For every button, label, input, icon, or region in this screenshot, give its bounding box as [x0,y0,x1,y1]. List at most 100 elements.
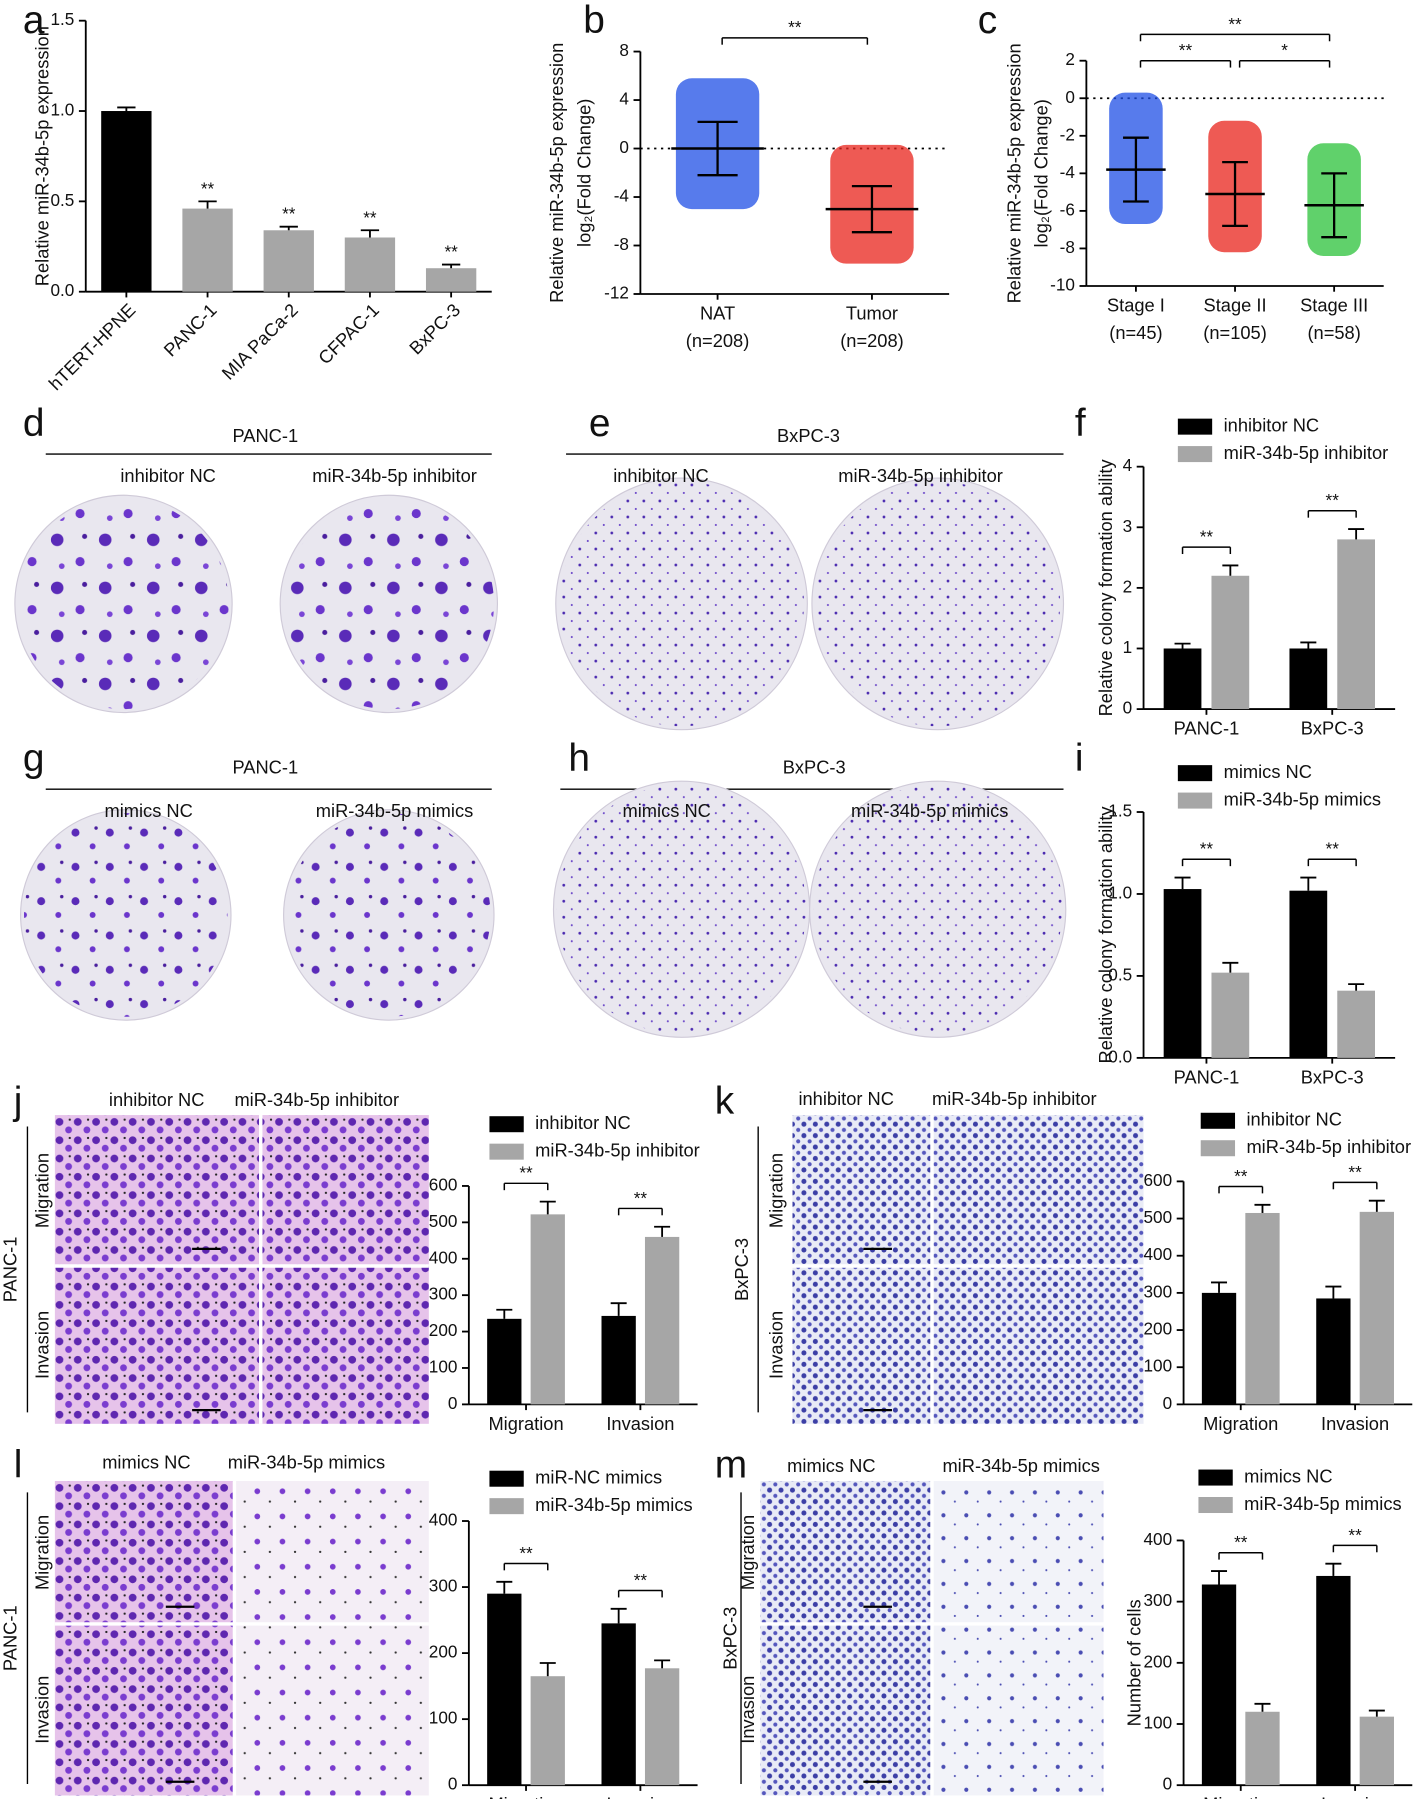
legend-swatch [1200,1140,1236,1157]
panel-letter: l [14,1444,23,1487]
column-label: miR-34b-5p mimics [228,1452,385,1473]
bar [1163,648,1202,710]
panel-letter: i [1075,737,1084,780]
bar [601,1623,636,1786]
y-tick-label: 0 [619,137,629,157]
y-axis-label: log₂(Fold Change) [1031,99,1052,247]
y-tick-label: 300 [429,1576,458,1596]
y-tick-label: 600 [1144,1170,1173,1190]
y-tick-label: 0 [448,1393,458,1413]
legend-label: mimics NC [1224,761,1312,782]
cell-image [260,1115,429,1424]
panel-letter: g [23,737,45,780]
count-label: (n=105) [1203,322,1267,343]
x-tick-label: BxPC-3 [405,299,464,358]
y-tick-label: -4 [1060,162,1076,182]
y-tick-label: 200 [1144,1319,1173,1339]
bar [487,1593,522,1786]
legend-label: miR-34b-5p mimics [1244,1493,1401,1514]
cell-image [234,1480,429,1796]
x-tick-label: BxPC-3 [1301,718,1364,739]
panel-letter: c [978,0,997,42]
legend-label: miR-NC mimics [535,1467,662,1488]
legend-swatch [1177,792,1213,809]
significance-label: ** [788,17,802,37]
y-tick-label: 1.0 [51,100,75,120]
bar [1211,972,1250,1058]
y-tick-label: 400 [1144,1244,1173,1264]
panel-letter: h [568,737,590,780]
bar [344,237,396,292]
y-tick-label: 8 [619,40,629,60]
y-tick-label: 600 [429,1174,458,1194]
y-tick-label: 0.0 [51,280,75,300]
x-tick-label: PANC-1 [159,299,220,360]
y-tick-label: 400 [429,1247,458,1267]
x-tick-label: Stage II [1204,294,1267,315]
y-tick-label: 1.5 [1108,801,1132,821]
y-tick-label: 400 [429,1510,458,1530]
x-tick-label: Migration [488,1794,563,1799]
legend-swatch [1177,418,1213,435]
count-label: (n=58) [1307,322,1360,343]
significance-label: ** [1326,839,1340,859]
value-label: ** [363,207,377,227]
column-label: inhibitor NC [798,1088,894,1109]
legend-label: inhibitor NC [1224,414,1320,435]
y-tick-label: 100 [429,1357,458,1377]
y-tick-label: -12 [604,283,629,303]
y-axis-label: Relative colony formation ability [1095,458,1116,716]
legend-swatch [1198,1469,1233,1486]
legend-swatch [1177,446,1213,463]
bar [1163,889,1202,1058]
x-tick-label: Invasion [1321,1794,1389,1799]
row-label: Invasion [31,1311,52,1379]
significance-label: ** [1348,1525,1362,1545]
colonies [559,481,804,727]
row-label: Migration [31,1153,52,1228]
colonies [283,498,495,710]
bar [644,1668,680,1786]
y-tick-label: 1.0 [1108,883,1132,903]
legend-swatch [489,1498,524,1515]
bar [1337,990,1376,1058]
y-axis-label: Relative colony formation ability [1095,806,1116,1064]
colonies [287,813,491,1017]
y-axis-label: Relative miR-34b-5p expression [1003,43,1024,303]
y-tick-label: 300 [1144,1590,1173,1610]
y-tick-label: 100 [429,1708,458,1728]
legend-swatch [489,1143,524,1160]
bar [644,1236,680,1405]
significance-label: ** [1228,14,1242,34]
photo-title: BxPC-3 [777,425,840,446]
column-label: miR-34b-5p mimics [942,1455,1099,1476]
y-tick-label: 0 [1163,1774,1173,1794]
column-label: miR-34b-5p mimics [851,800,1008,821]
y-tick-label: 400 [1144,1529,1173,1549]
bar [601,1315,636,1405]
row-label: Migration [737,1515,758,1590]
bar [530,1676,565,1786]
y-tick-label: 1.5 [51,9,75,29]
column-label: mimics NC [102,1452,190,1473]
bar [263,230,314,292]
y-tick-label: 2 [1123,576,1133,596]
legend-swatch [489,1470,524,1487]
panel-letter: j [13,1080,23,1123]
legend-swatch [1177,765,1213,782]
panel-letter: k [715,1080,735,1123]
panel-letter: a [23,0,45,42]
significance-label: ** [1348,1162,1362,1182]
x-tick-label: MIA PaCa-2 [217,299,302,384]
count-label: (n=45) [1109,322,1162,343]
column-label: mimics NC [104,800,192,821]
significance-label: ** [1326,490,1340,510]
y-tick-label: 300 [429,1284,458,1304]
column-label: inhibitor NC [613,465,709,486]
significance-label: ** [1200,839,1214,859]
significance-label: ** [1234,1532,1248,1552]
y-tick-label: 0 [1123,698,1133,718]
row-label: Migration [31,1515,52,1590]
bar [530,1214,565,1405]
row-label: Invasion [765,1311,786,1379]
